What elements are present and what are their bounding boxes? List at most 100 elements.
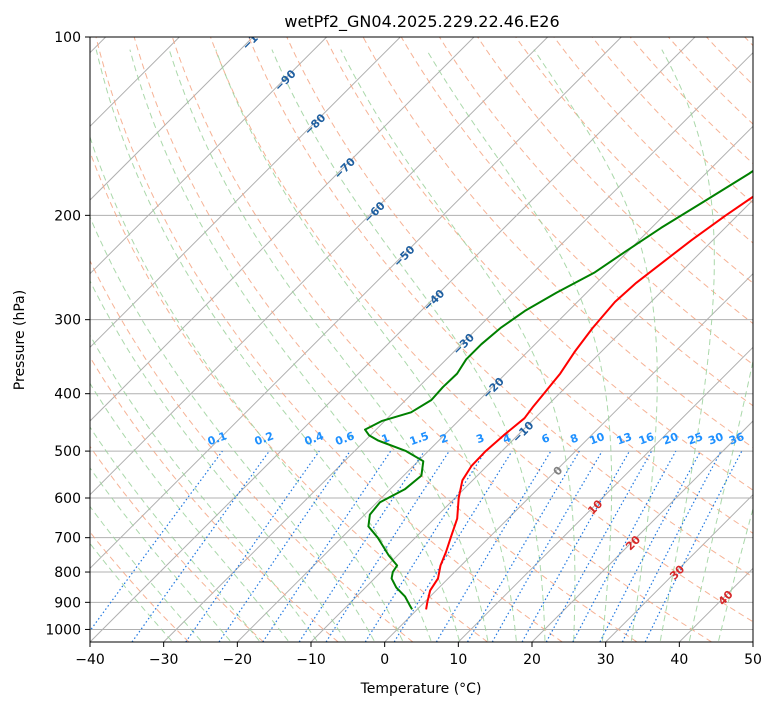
moist-adiabat-line xyxy=(90,382,289,642)
dry-adiabat-line xyxy=(90,259,414,642)
x-tick-label: −40 xyxy=(75,652,105,668)
background-lines xyxy=(90,37,753,642)
isotherm-label: −50 xyxy=(391,243,418,270)
isotherm-label: 10 xyxy=(585,497,605,517)
mixing-ratio-label: 0.1 xyxy=(206,429,229,448)
isotherm-label: −90 xyxy=(272,67,299,94)
dry-adiabat-line xyxy=(90,531,190,642)
moist-adiabat-line xyxy=(688,358,753,641)
mixing-ratio-line xyxy=(90,450,223,632)
x-tick-label: 30 xyxy=(597,652,615,668)
dry-adiabat-line xyxy=(477,37,753,325)
dry-adiabat-line xyxy=(515,37,753,284)
dry-adiabat-line xyxy=(591,37,753,204)
moist-adiabat-line xyxy=(533,49,658,641)
mixing-ratio-line xyxy=(599,450,702,642)
mixing-ratio-label: 10 xyxy=(588,430,607,448)
dry-adiabat-line xyxy=(362,37,753,449)
x-axis: −40 −30 −20 −10 0 10 20 30 40 50 xyxy=(75,642,762,668)
x-tick-label: 0 xyxy=(380,652,389,668)
mixing-ratio-label: 6 xyxy=(540,431,552,446)
isotherm-label: −60 xyxy=(361,199,388,226)
moist-adiabat-line xyxy=(90,467,231,642)
mixing-ratio-line xyxy=(185,450,320,642)
mixing-ratio-label: 2 xyxy=(438,431,450,446)
x-tick-label: −20 xyxy=(223,652,253,668)
y-tick-label: 100 xyxy=(54,30,81,46)
temperature-line xyxy=(425,195,753,610)
y-tick-label: 700 xyxy=(54,531,81,547)
mixing-ratio-label: 0.4 xyxy=(303,429,326,448)
y-tick-label: 600 xyxy=(54,491,81,507)
mixing-ratio-line xyxy=(131,450,270,642)
x-axis-label: Temperature (°C) xyxy=(360,681,482,697)
dry-adiabat-line xyxy=(90,356,339,642)
dry-adiabat-line xyxy=(706,37,753,86)
mixing-ratio-label: 20 xyxy=(661,430,680,448)
y-axis-label: Pressure (hPa) xyxy=(12,290,28,390)
moist-adiabat-line xyxy=(129,49,460,641)
isotherm-label: 30 xyxy=(667,562,687,582)
mixing-ratio-line xyxy=(298,450,425,642)
isotherm-label: 40 xyxy=(716,588,736,608)
isotherm-line xyxy=(163,51,753,642)
dry-adiabat-line xyxy=(210,37,753,623)
isotherm-label: −10 xyxy=(510,419,537,446)
dry-adiabat-line xyxy=(629,37,753,165)
moist-adiabat-line xyxy=(90,505,202,642)
y-tick-label: 400 xyxy=(54,387,81,403)
mixing-ratio-line xyxy=(521,450,631,642)
y-tick-label: 200 xyxy=(54,208,81,224)
y-tick-label: 500 xyxy=(54,444,81,460)
isotherm-line xyxy=(678,567,753,642)
isotherm-line xyxy=(90,37,549,496)
dry-adiabat-line xyxy=(90,445,264,642)
isotherm-line xyxy=(90,37,475,422)
y-tick-label: 300 xyxy=(54,313,81,329)
x-tick-label: 40 xyxy=(670,652,688,668)
isotherm-line xyxy=(236,125,753,642)
dry-adiabat-line xyxy=(171,37,712,642)
mixing-ratio-label: 0.6 xyxy=(334,429,357,448)
x-tick-label: 10 xyxy=(449,652,467,668)
series-lines xyxy=(364,169,753,610)
mixing-ratio-line xyxy=(545,450,653,642)
mixing-ratio-label: 0.2 xyxy=(253,429,276,448)
isotherm-line xyxy=(90,37,696,642)
mixing-ratio-label: 13 xyxy=(615,430,634,447)
dry-adiabat-line xyxy=(133,37,638,642)
dry-adiabat-line xyxy=(95,37,563,642)
isotherm-label: 0 xyxy=(551,463,566,478)
isotherm-line xyxy=(531,420,753,642)
mixing-ratio-label: 1 xyxy=(380,431,392,446)
moist-adiabat-line xyxy=(90,334,318,642)
x-tick-label: −30 xyxy=(149,652,179,668)
isotherm-line xyxy=(310,199,753,642)
chart-title: wetPf2_GN04.2025.229.22.46.E26 xyxy=(284,12,559,32)
mixing-ratio-label: 4 xyxy=(501,431,513,446)
isotherm-line xyxy=(90,37,401,349)
mixing-ratio-line xyxy=(435,450,552,642)
mixing-ratio-line xyxy=(393,450,513,642)
mixing-ratio-label: 1.5 xyxy=(408,429,431,448)
mixing-ratio-line xyxy=(325,450,450,642)
isotherm-label: −40 xyxy=(421,287,448,314)
isotherm-line xyxy=(752,641,753,642)
y-tick-label: 900 xyxy=(54,595,81,611)
x-tick-label: 50 xyxy=(744,652,762,668)
moist-adiabat-line xyxy=(271,49,546,641)
moist-adiabat-line xyxy=(90,426,260,642)
mixing-ratio-label: 3 xyxy=(474,431,486,446)
x-tick-label: −10 xyxy=(296,652,326,668)
mixing-ratio-line xyxy=(364,450,486,642)
mixing-ratio-line xyxy=(218,450,351,642)
mixing-ratio-line xyxy=(572,450,677,642)
dry-adiabat-line xyxy=(248,37,753,578)
isotherm-label: 20 xyxy=(623,533,643,553)
dry-adiabat-line xyxy=(400,37,753,407)
moist-adiabat-line xyxy=(340,49,576,641)
moist-adiabat-line xyxy=(215,49,517,641)
isotherm-label: −80 xyxy=(302,111,329,138)
mixing-ratio-label: 30 xyxy=(706,430,725,448)
